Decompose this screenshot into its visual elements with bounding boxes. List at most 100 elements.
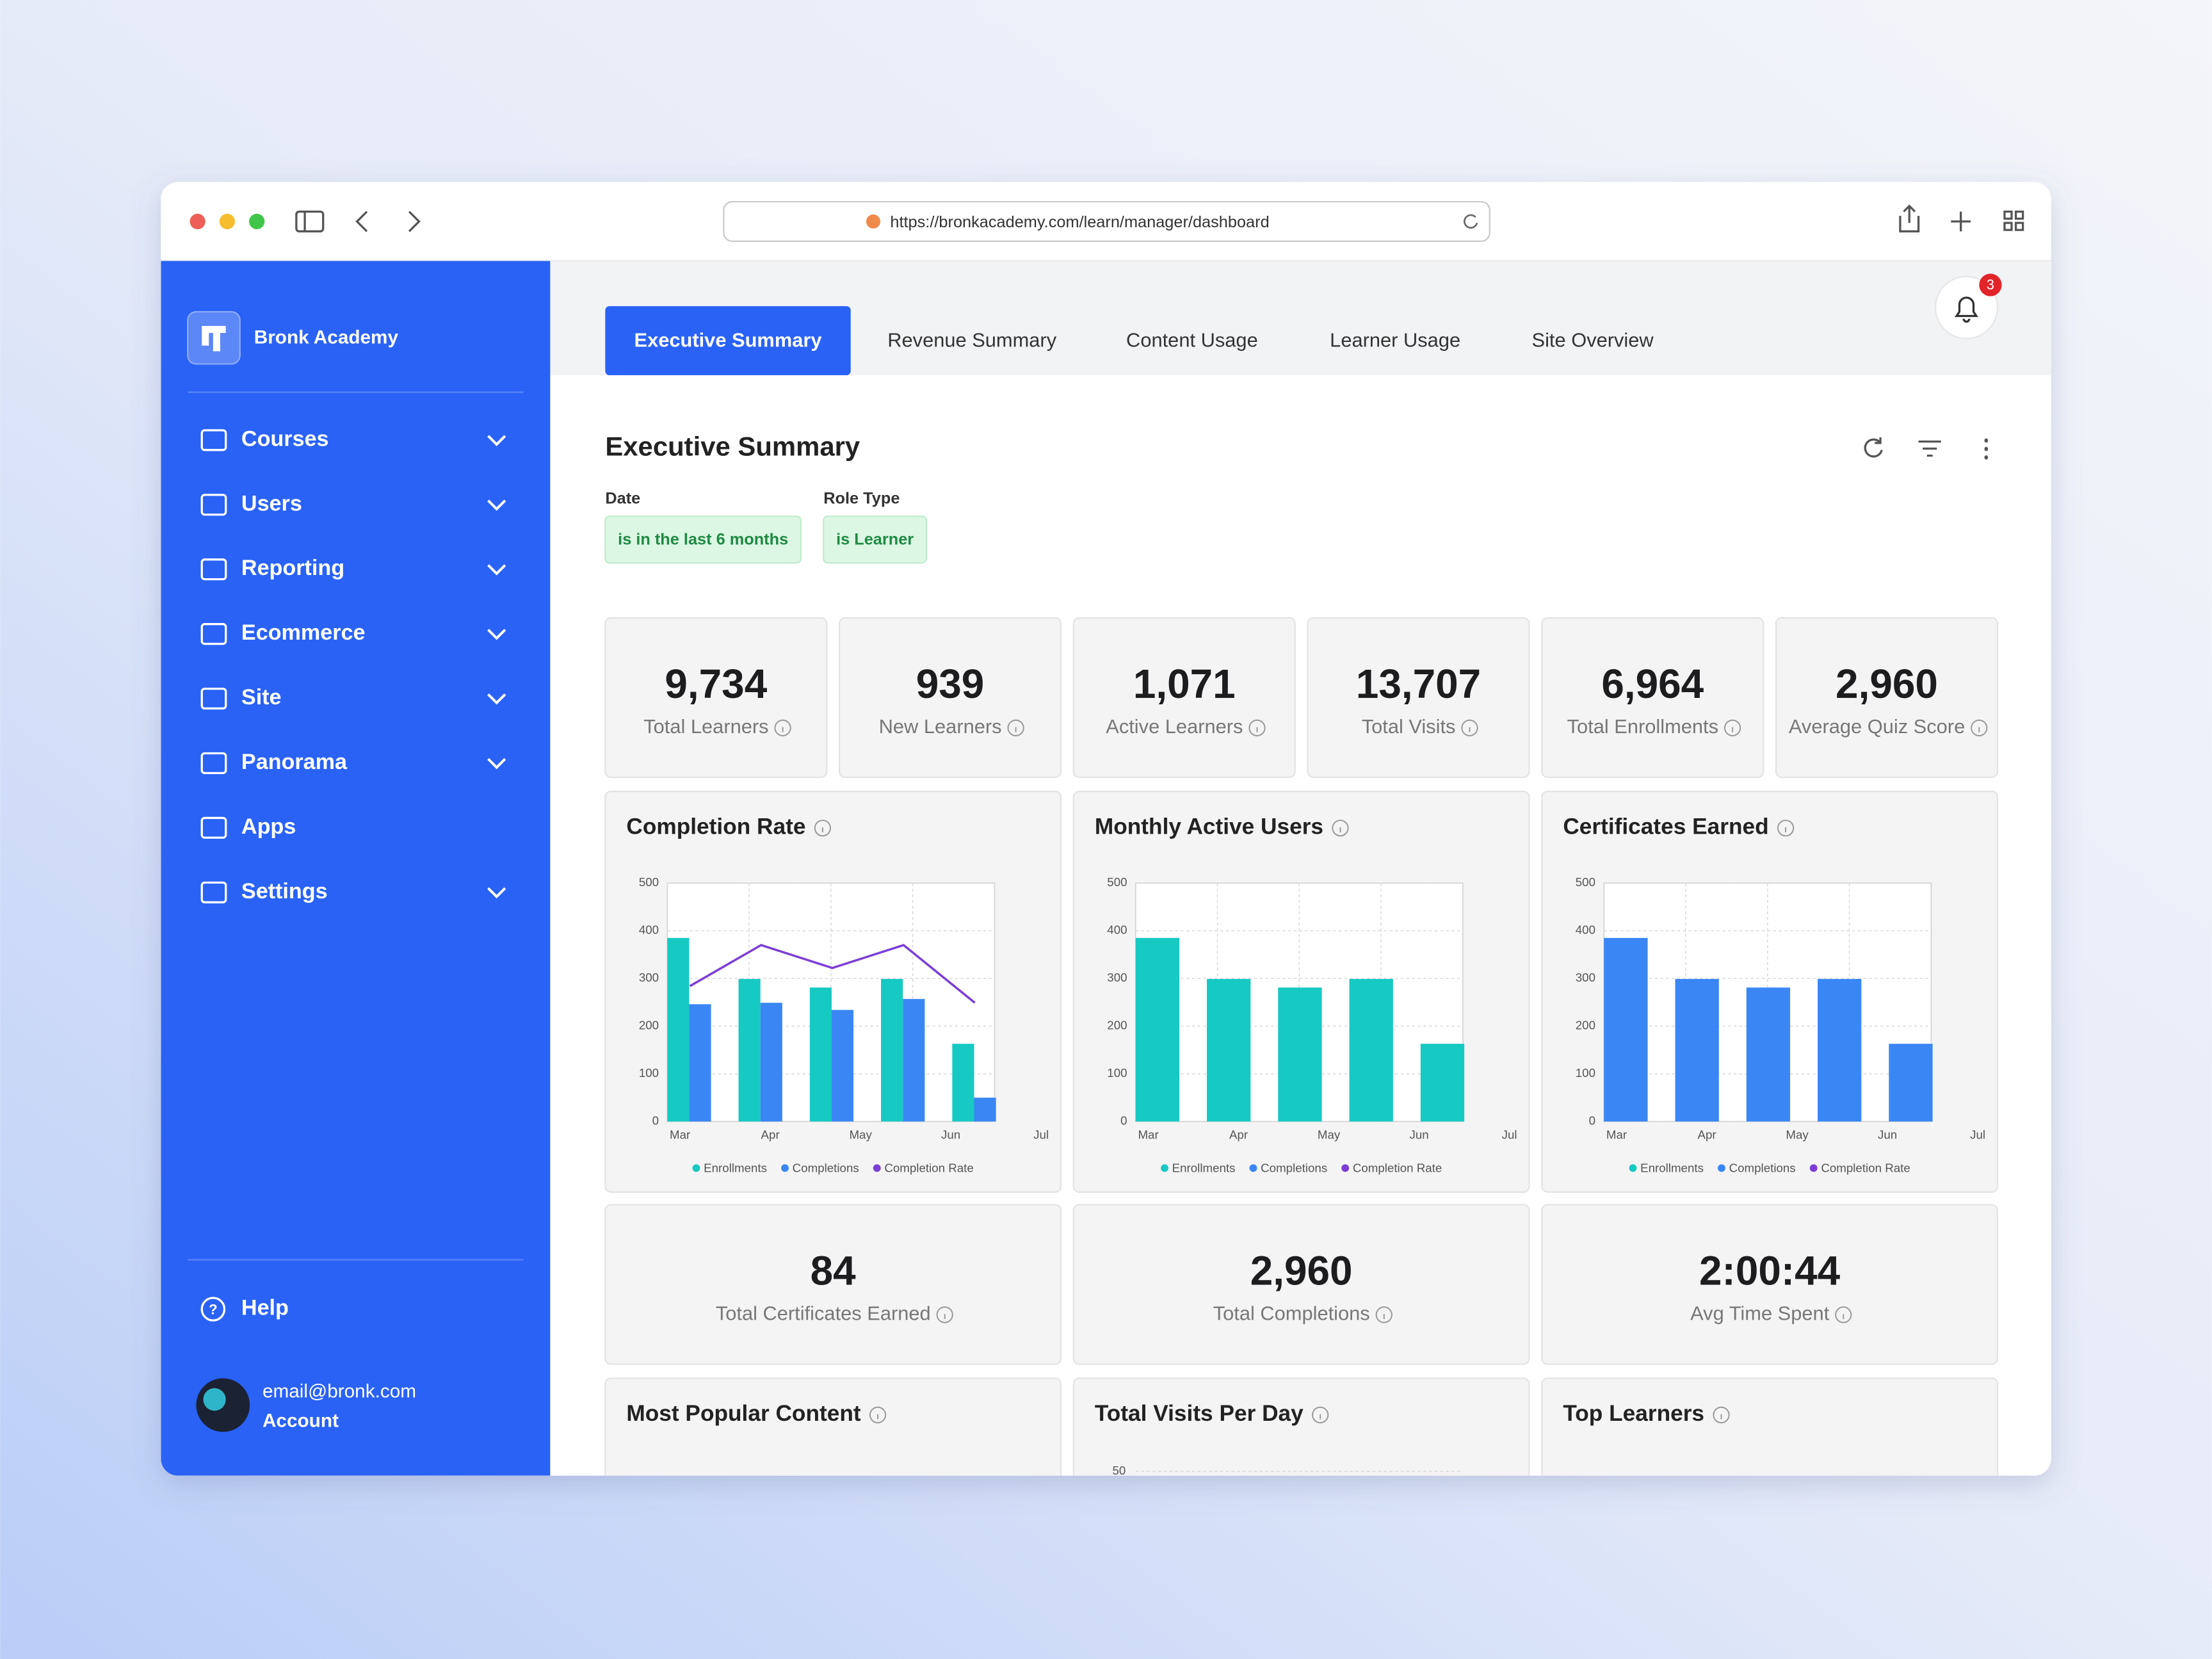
nav-icon — [200, 558, 227, 581]
help-icon — [200, 1297, 226, 1322]
bar — [1746, 987, 1791, 1122]
info-icon — [1835, 1306, 1852, 1323]
card — [1072, 1377, 1530, 1476]
tab[interactable]: Learner Usage — [1330, 328, 1460, 351]
nav-item[interactable]: Site — [241, 685, 282, 709]
y-tick-label: 400 — [1576, 923, 1595, 937]
legend-marker — [781, 1164, 789, 1172]
y-tick-label: 300 — [1576, 971, 1595, 984]
new-tab-button[interactable] — [1951, 211, 1971, 232]
card-title: Top Learners — [1563, 1401, 1704, 1426]
share-button[interactable] — [1899, 204, 1920, 232]
card — [1541, 1377, 1999, 1476]
nav-icon — [200, 429, 227, 451]
info-icon — [1007, 719, 1024, 736]
x-tick-label: May — [1786, 1128, 1809, 1142]
bar — [1675, 978, 1719, 1122]
nav-item[interactable]: Apps — [241, 814, 296, 839]
zoom-button[interactable] — [249, 213, 265, 230]
y-tick-label: 100 — [639, 1066, 659, 1080]
refresh-button[interactable] — [1864, 437, 1883, 458]
bar — [809, 987, 832, 1122]
bar — [1818, 978, 1862, 1122]
nav-item[interactable]: Panorama — [241, 750, 348, 774]
legend-label: Completion Rate — [884, 1161, 973, 1174]
info-icon — [869, 1406, 887, 1423]
card-title: Most Popular Content — [626, 1401, 860, 1426]
nav-item[interactable]: Reporting — [241, 556, 344, 580]
info-icon — [1248, 719, 1266, 736]
info-icon — [774, 719, 791, 736]
card — [1072, 617, 1296, 779]
tab[interactable]: Content Usage — [1126, 328, 1258, 351]
bar — [1889, 1044, 1933, 1122]
address-bar[interactable] — [723, 200, 1490, 242]
nav-chevron[interactable] — [487, 757, 506, 770]
kpi-value: 13,707 — [1356, 661, 1481, 707]
filter-chip[interactable] — [823, 515, 928, 564]
nav-item[interactable]: Courses — [241, 426, 329, 451]
x-tick-label: Mar — [670, 1128, 690, 1142]
kpi-value: 2,960 — [1250, 1247, 1353, 1293]
chart-title: Completion Rate — [626, 814, 805, 839]
info-icon — [1375, 1306, 1393, 1323]
nav-chevron[interactable] — [487, 435, 506, 446]
tab[interactable]: Revenue Summary — [887, 328, 1056, 351]
back-button[interactable] — [355, 211, 368, 232]
nav-chevron[interactable] — [487, 693, 506, 705]
nav-icon — [200, 816, 227, 839]
active-tab[interactable] — [605, 306, 851, 376]
minimize-button[interactable] — [219, 213, 236, 230]
nav-icon — [200, 687, 227, 710]
y-tick-label: 200 — [1576, 1019, 1595, 1032]
nav-chevron[interactable] — [487, 887, 506, 899]
filter-value: is Learner — [836, 531, 914, 549]
help-link[interactable]: Help — [241, 1296, 289, 1320]
y-tick-label: 0 — [1589, 1114, 1595, 1128]
sidebar — [161, 261, 551, 1476]
info-icon — [1713, 1406, 1730, 1423]
tabs-overview-button[interactable] — [2003, 210, 2024, 231]
nav-chevron[interactable] — [487, 629, 506, 640]
sidebar-toggle[interactable] — [295, 210, 325, 232]
reload-button[interactable] — [1464, 214, 1478, 229]
legend-marker — [1161, 1164, 1168, 1172]
legend-marker — [1341, 1164, 1350, 1172]
nav-item[interactable]: Settings — [241, 879, 328, 903]
card — [1775, 617, 1999, 779]
nav-item[interactable]: Users — [241, 491, 302, 515]
forward-button[interactable] — [408, 211, 421, 232]
close-button[interactable] — [190, 213, 206, 230]
notification-count: 3 — [1987, 277, 1994, 293]
y-tick-label: 400 — [1107, 923, 1127, 937]
x-tick-label: Apr — [1229, 1128, 1248, 1142]
filter-chip[interactable] — [604, 515, 802, 564]
bar — [1207, 978, 1251, 1122]
y-tick-label: 0 — [652, 1114, 659, 1128]
tab[interactable]: Site Overview — [1532, 328, 1654, 351]
nav-item[interactable]: Ecommerce — [241, 620, 366, 645]
legend-marker — [1717, 1164, 1725, 1172]
notification-badge — [1979, 273, 2002, 296]
brand-name: Bronk Academy — [254, 327, 399, 348]
y-tick-label: 50 — [1113, 1464, 1126, 1477]
nav-icon — [200, 752, 227, 775]
section-actions — [1864, 437, 1989, 460]
browser-window: https://bronkacademy.com/learn/manager/d… — [161, 182, 2051, 1477]
x-tick-label: Apr — [1698, 1128, 1716, 1142]
tab[interactable]: Executive Summary — [634, 328, 822, 351]
filter-button[interactable] — [1918, 440, 1941, 457]
account-link[interactable]: Account — [262, 1411, 339, 1432]
dashboard: 9,734 Total Learners 939 New Learners 1,071 A… — [604, 617, 1999, 1477]
bar — [1349, 978, 1393, 1122]
card — [1307, 617, 1530, 779]
legend-label: Completion Rate — [1353, 1161, 1442, 1174]
nav-chevron[interactable] — [487, 564, 506, 576]
nav-chevron[interactable] — [487, 499, 506, 511]
y-tick-label: 200 — [639, 1019, 659, 1032]
y-tick-label: 500 — [1576, 875, 1595, 889]
legend-marker — [873, 1164, 881, 1172]
bar — [881, 978, 903, 1122]
avatar-detail — [203, 1388, 226, 1411]
y-tick-label: 300 — [639, 971, 659, 984]
